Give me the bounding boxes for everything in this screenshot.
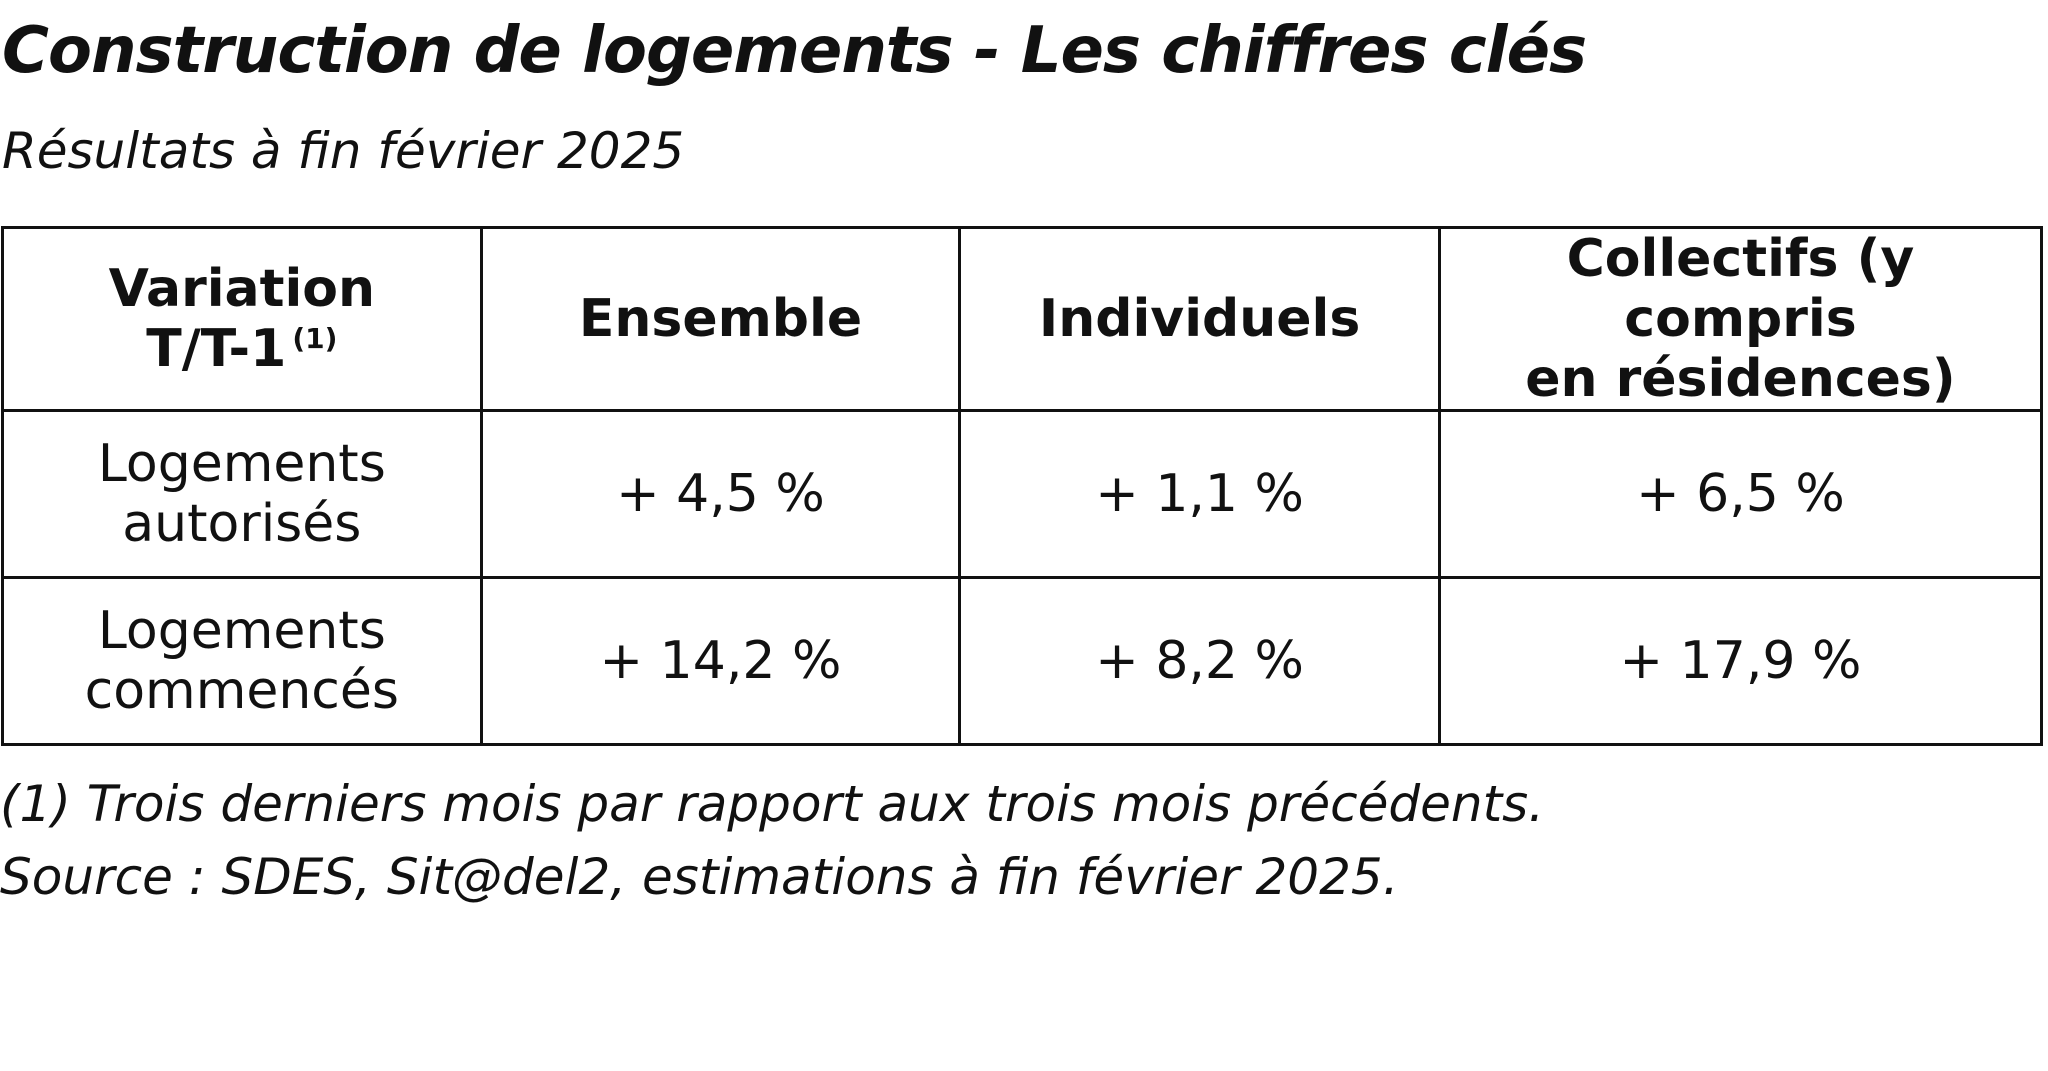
table-header-row: Variation T/T-1 (1) Ensemble Individuels … <box>1 226 2044 412</box>
page-title: Construction de logements - Les chiffres… <box>2 14 1587 88</box>
key-figures-table: Variation T/T-1 (1) Ensemble Individuels … <box>1 226 2044 746</box>
cell-commences-collectifs: + 17,9 % <box>1437 576 2044 746</box>
header-collectifs: Collectifs (y compris en résidences) <box>1437 226 2044 412</box>
header-variation: Variation T/T-1 (1) <box>1 226 483 412</box>
footnote-definition: (1) Trois derniers mois par rapport aux … <box>0 775 1545 833</box>
row-label-line1: Logements <box>97 434 386 494</box>
page-subtitle: Résultats à fin février 2025 <box>2 122 685 180</box>
cell-autorises-ensemble: + 4,5 % <box>479 409 962 579</box>
row-label-line2: commencés <box>84 661 399 721</box>
header-individuels: Individuels <box>958 226 1441 412</box>
header-collectifs-line2: en résidences) <box>1525 349 1956 409</box>
cell-autorises-collectifs: + 6,5 % <box>1437 409 2044 579</box>
header-collectifs-line1: Collectifs (y compris <box>1566 229 1915 349</box>
row-label-commences: Logements commencés <box>1 576 483 746</box>
header-variation-line2: T/T-1 <box>146 319 287 379</box>
header-ensemble: Ensemble <box>479 226 962 412</box>
footnote-marker: (1) <box>292 321 338 355</box>
row-label-line2: autorisés <box>122 494 362 554</box>
cell-commences-ensemble: + 14,2 % <box>479 576 962 746</box>
row-label-line1: Logements <box>97 601 386 661</box>
table-row: Logements autorisés + 4,5 % + 1,1 % + 6,… <box>1 409 2044 579</box>
cell-commences-individuels: + 8,2 % <box>958 576 1441 746</box>
header-variation-line2-wrap: T/T-1 (1) <box>10 319 474 379</box>
header-variation-line1: Variation <box>108 259 376 319</box>
table-row: Logements commencés + 14,2 % + 8,2 % + 1… <box>1 576 2044 746</box>
row-label-autorises: Logements autorisés <box>1 409 483 579</box>
cell-autorises-individuels: + 1,1 % <box>958 409 1441 579</box>
footnote-source: Source : SDES, Sit@del2, estimations à f… <box>0 848 1399 906</box>
